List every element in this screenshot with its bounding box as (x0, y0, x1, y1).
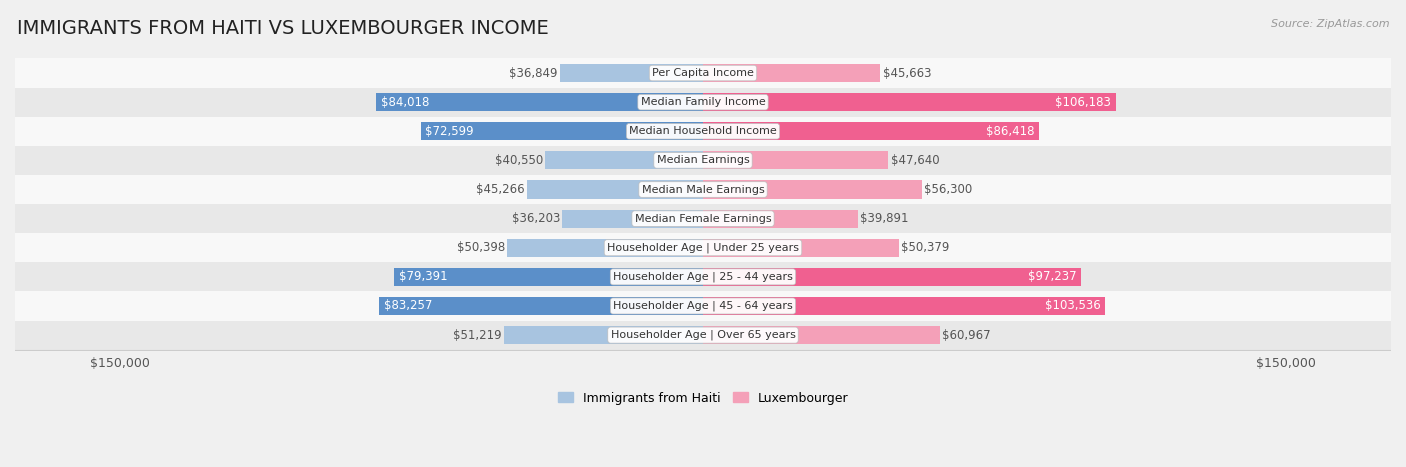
Text: $72,599: $72,599 (426, 125, 474, 138)
Text: Householder Age | Over 65 years: Householder Age | Over 65 years (610, 330, 796, 340)
Text: $50,379: $50,379 (901, 241, 949, 254)
Bar (15, 175, 1391, 204)
Bar (377, 93, 703, 111)
Text: $45,266: $45,266 (477, 183, 524, 196)
Text: Median Earnings: Median Earnings (657, 156, 749, 165)
Bar (15, 320, 1391, 350)
Text: $106,183: $106,183 (1054, 96, 1111, 109)
Bar (703, 210, 858, 227)
Bar (703, 151, 889, 170)
Bar (15, 117, 1391, 146)
Text: Per Capita Income: Per Capita Income (652, 68, 754, 78)
Bar (703, 122, 1039, 140)
Text: $84,018: $84,018 (381, 96, 429, 109)
Text: Median Male Earnings: Median Male Earnings (641, 184, 765, 195)
Bar (703, 326, 941, 344)
Text: $39,891: $39,891 (860, 212, 908, 225)
Bar (15, 204, 1391, 233)
Text: $40,550: $40,550 (495, 154, 543, 167)
Bar (703, 93, 1116, 111)
Legend: Immigrants from Haiti, Luxembourger: Immigrants from Haiti, Luxembourger (553, 387, 853, 410)
Text: $86,418: $86,418 (986, 125, 1035, 138)
Text: $56,300: $56,300 (924, 183, 973, 196)
Bar (703, 64, 880, 82)
Bar (560, 64, 703, 82)
Text: Source: ZipAtlas.com: Source: ZipAtlas.com (1271, 19, 1389, 28)
Bar (15, 233, 1391, 262)
Bar (703, 297, 1105, 315)
Text: $103,536: $103,536 (1045, 299, 1101, 312)
Bar (703, 239, 898, 257)
Bar (15, 58, 1391, 88)
Text: Householder Age | 25 - 44 years: Householder Age | 25 - 44 years (613, 272, 793, 282)
Bar (503, 326, 703, 344)
Text: $79,391: $79,391 (399, 270, 447, 283)
Text: $51,219: $51,219 (453, 329, 502, 341)
Text: $36,849: $36,849 (509, 66, 557, 79)
Bar (15, 146, 1391, 175)
Bar (420, 122, 703, 140)
Text: Householder Age | Under 25 years: Householder Age | Under 25 years (607, 242, 799, 253)
Text: Median Family Income: Median Family Income (641, 97, 765, 107)
Bar (527, 180, 703, 198)
Text: $36,203: $36,203 (512, 212, 560, 225)
Text: IMMIGRANTS FROM HAITI VS LUXEMBOURGER INCOME: IMMIGRANTS FROM HAITI VS LUXEMBOURGER IN… (17, 19, 548, 38)
Bar (15, 262, 1391, 291)
Bar (15, 291, 1391, 320)
Text: Median Household Income: Median Household Income (628, 126, 778, 136)
Text: $83,257: $83,257 (384, 299, 433, 312)
Text: $50,398: $50,398 (457, 241, 505, 254)
Bar (395, 268, 703, 286)
Bar (703, 180, 922, 198)
Bar (380, 297, 703, 315)
Text: $45,663: $45,663 (883, 66, 931, 79)
Text: $97,237: $97,237 (1028, 270, 1077, 283)
Bar (546, 151, 703, 170)
Text: Householder Age | 45 - 64 years: Householder Age | 45 - 64 years (613, 301, 793, 311)
Bar (508, 239, 703, 257)
Bar (15, 88, 1391, 117)
Text: Median Female Earnings: Median Female Earnings (634, 213, 772, 224)
Text: $47,640: $47,640 (890, 154, 939, 167)
Bar (562, 210, 703, 227)
Text: $60,967: $60,967 (942, 329, 991, 341)
Bar (703, 268, 1081, 286)
